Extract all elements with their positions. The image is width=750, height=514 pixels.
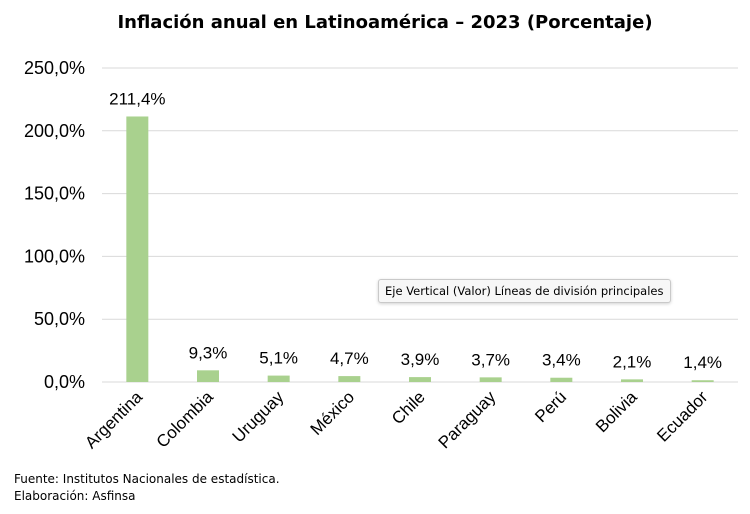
bar-méxico [338, 376, 361, 382]
y-axis-ticks: 0,0% 50,0% 100,0% 150,0% 200,0% 250,0% [24, 58, 85, 392]
data-label: 1,4% [683, 353, 722, 372]
data-label: 2,1% [613, 352, 652, 371]
gridlines [102, 67, 738, 383]
data-label: 3,7% [471, 350, 510, 369]
data-labels: 211,4% 9,3% 5,1% 4,7% 3,9% 3,7% 3,4% 2,1% 1,4% [109, 89, 722, 372]
x-tick-label: Paraguay [435, 387, 500, 452]
x-tick-label: Perú [531, 387, 570, 426]
x-tick-label: México [307, 387, 359, 439]
bar-chile [409, 377, 431, 382]
y-tick-label: 0,0% [44, 372, 85, 392]
bar-colombia [197, 370, 219, 382]
x-tick-label: Bolivia [592, 387, 641, 436]
data-label: 5,1% [259, 349, 298, 368]
bar-uruguay [267, 375, 290, 382]
x-tick-label: Chile [388, 387, 429, 428]
data-label: 211,4% [109, 89, 165, 108]
x-tick-label: Uruguay [229, 387, 288, 446]
bar-ecuador [691, 380, 714, 382]
bars [126, 116, 714, 382]
bar-perú [550, 377, 573, 382]
y-tick-label: 150,0% [24, 184, 85, 204]
data-label: 9,3% [189, 343, 228, 362]
bar-argentina [126, 116, 149, 382]
x-tick-label: Argentina [81, 387, 146, 452]
x-tick-label: Colombia [153, 387, 218, 452]
y-tick-label: 250,0% [24, 58, 85, 78]
y-tick-label: 200,0% [24, 121, 85, 141]
y-tick-label: 50,0% [34, 309, 85, 329]
chart-title: Inflación anual en Latinoamérica – 2023 … [117, 12, 652, 33]
source-note: Fuente: Institutos Nacionales de estadís… [14, 472, 280, 486]
y-tick-label: 100,0% [24, 246, 85, 266]
data-label: 4,7% [330, 349, 369, 368]
bar-paraguay [479, 377, 502, 382]
bar-bolivia [621, 379, 643, 382]
x-tick-label: Ecuador [653, 387, 711, 445]
data-label: 3,4% [542, 351, 581, 370]
data-label: 3,9% [401, 350, 440, 369]
credit-note: Elaboración: Asfinsa [14, 489, 136, 503]
gridline-tooltip: Eje Vertical (Valor) Líneas de división … [378, 279, 671, 303]
x-axis-categories: Argentina Colombia Uruguay México Chile Parag… [81, 387, 711, 452]
